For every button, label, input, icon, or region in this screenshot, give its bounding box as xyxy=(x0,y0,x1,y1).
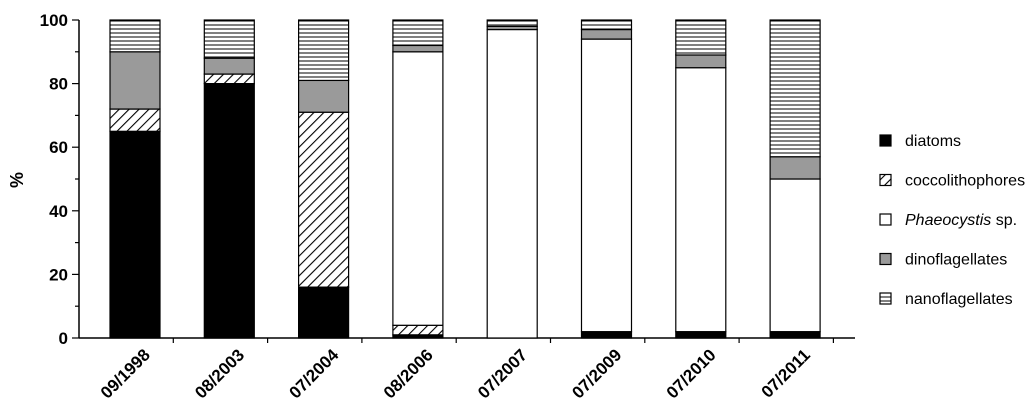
bar-segment-dinoflagellates xyxy=(203,57,255,75)
bar-segment-nanoflagellates xyxy=(486,19,538,27)
bar-segment-dinoflagellates xyxy=(298,79,350,113)
bar-segment-diatoms xyxy=(298,286,350,339)
bar-segment-nanoflagellates xyxy=(392,19,444,47)
x-tick-label: 08/2006 xyxy=(380,345,437,402)
bar-segment-nanoflagellates xyxy=(203,19,255,59)
legend-swatch xyxy=(879,173,892,187)
bar-segment-diatoms xyxy=(580,331,633,339)
bar-segment-diatoms xyxy=(769,331,821,339)
bar-segment-nanoflagellates xyxy=(675,19,727,56)
bar-segment-coccolithophores xyxy=(203,73,255,85)
legend-swatch xyxy=(879,292,892,305)
y-tick-label: 60 xyxy=(49,138,68,157)
y-tick-label: 100 xyxy=(40,11,68,30)
bar-segment-diatoms xyxy=(675,331,727,339)
y-tick-label: 0 xyxy=(59,329,68,348)
legend: diatoms coccolithophores Phaeocystis sp. di… xyxy=(879,133,1025,308)
bar-segment-sp xyxy=(392,51,444,326)
x-tick-label: 07/2007 xyxy=(474,345,531,402)
bar-segment-nanoflagellates xyxy=(298,19,350,82)
legend-label: nanoflagellates xyxy=(905,291,1013,308)
y-tick-label: 80 xyxy=(49,75,68,94)
x-tick-label: 09/1998 xyxy=(97,345,154,402)
bar-segment-diatoms xyxy=(203,82,255,339)
bar-segment-coccolithophores xyxy=(392,324,444,336)
legend-label: coccolithophores xyxy=(905,173,1025,190)
y-tick-label: 40 xyxy=(49,202,68,221)
bar-segment-nanoflagellates xyxy=(109,19,161,53)
bar-segment-sp xyxy=(675,67,727,333)
x-tick-label: 07/2011 xyxy=(758,345,814,401)
bar-segment-sp xyxy=(486,28,538,339)
x-tick-label: 07/2010 xyxy=(663,345,720,402)
bar-segment-coccolithophores xyxy=(298,111,350,288)
plot-area: 0 20 40 60 80 100 09/1998 08/2003 07/2004 08/2006… xyxy=(40,11,855,402)
bar-segment-dinoflagellates xyxy=(769,156,821,180)
bar-segment-nanoflagellates xyxy=(580,19,633,31)
legend-swatch xyxy=(879,252,892,266)
bar-segment-sp xyxy=(580,38,633,333)
bar-segment-dinoflagellates xyxy=(580,28,633,40)
bar-segment-diatoms xyxy=(109,130,161,339)
x-tick-label: 07/2009 xyxy=(568,345,625,402)
bar-segment-dinoflagellates xyxy=(392,44,444,53)
y-tick-label: 20 xyxy=(49,265,68,284)
bar-segment-sp xyxy=(769,178,821,333)
legend-label: dinoflagellates xyxy=(905,252,1007,269)
legend-swatch xyxy=(879,213,892,226)
legend-label: Phaeocystis sp. xyxy=(905,212,1017,229)
bar-segment-dinoflagellates xyxy=(675,54,727,69)
legend-label: diatoms xyxy=(905,133,961,150)
legend-swatch xyxy=(879,134,892,147)
y-axis-label: % xyxy=(7,172,27,188)
bar-segment-coccolithophores xyxy=(109,108,161,132)
x-tick-label: 08/2003 xyxy=(191,345,248,402)
bar-segment-nanoflagellates xyxy=(769,19,821,158)
x-tick-label: 07/2004 xyxy=(286,345,343,402)
bar-segment-dinoflagellates xyxy=(109,51,161,110)
